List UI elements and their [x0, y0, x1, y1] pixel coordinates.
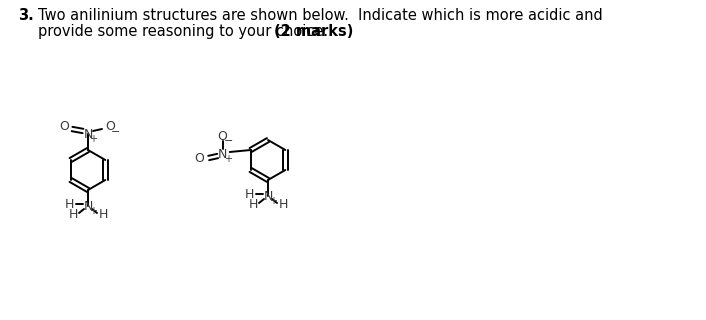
- Text: N: N: [218, 148, 227, 161]
- Text: 3.: 3.: [18, 8, 34, 23]
- Text: provide some reasoning to your choice.: provide some reasoning to your choice.: [38, 24, 333, 39]
- Text: H: H: [244, 188, 253, 201]
- Text: (2 marks): (2 marks): [274, 24, 353, 39]
- Text: O: O: [195, 153, 205, 165]
- Text: N: N: [263, 189, 273, 203]
- Text: N: N: [83, 127, 92, 140]
- Text: H: H: [278, 198, 287, 212]
- Text: N: N: [83, 199, 92, 212]
- Text: H: H: [64, 197, 73, 211]
- Text: O: O: [105, 121, 115, 133]
- Text: O: O: [217, 130, 227, 142]
- Text: +: +: [89, 134, 97, 144]
- Text: H: H: [98, 209, 108, 221]
- Text: O: O: [59, 121, 69, 133]
- Text: H: H: [68, 209, 78, 221]
- Text: Two anilinium structures are shown below.  Indicate which is more acidic and: Two anilinium structures are shown below…: [38, 8, 603, 23]
- Text: −: −: [112, 127, 121, 137]
- Text: H: H: [249, 198, 258, 212]
- Text: +: +: [269, 196, 277, 206]
- Text: −: −: [224, 136, 234, 146]
- Text: +: +: [224, 154, 232, 164]
- Text: +: +: [89, 206, 97, 216]
